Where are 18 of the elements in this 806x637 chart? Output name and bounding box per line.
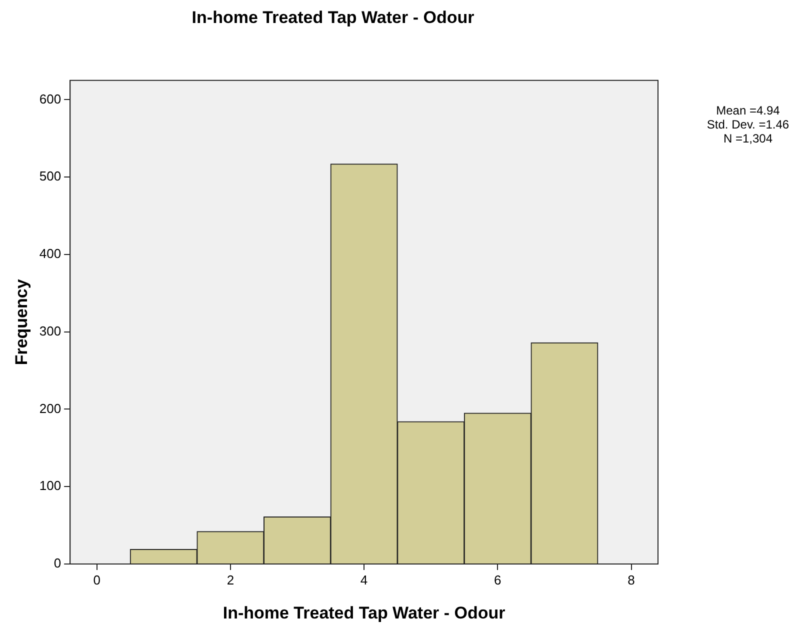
- y-tick-label: 0: [54, 556, 62, 571]
- y-tick-label: 500: [39, 168, 62, 184]
- x-tick-label: 4: [360, 572, 368, 588]
- text: Mean =4.94: [716, 104, 780, 118]
- chart-title: In-home Treated Tap Water - Odour: [192, 8, 475, 27]
- x-tick-label: 0: [93, 572, 100, 588]
- text: N =1,304: [723, 132, 773, 146]
- y-tick-label: 400: [39, 246, 62, 262]
- y-tick-label: 600: [39, 91, 62, 106]
- x-tick-label: 2: [226, 572, 234, 588]
- y-tick-label: 200: [39, 400, 62, 416]
- text: Std. Dev. =1.46: [706, 118, 790, 132]
- y-tick-label: 300: [39, 323, 62, 338]
- x-axis-title: In-home Treated Tap Water - Odour: [222, 603, 506, 622]
- y-axis-title: Frequency: [12, 278, 31, 366]
- x-tick-label: 6: [494, 572, 502, 588]
- x-tick-label: 8: [628, 572, 635, 588]
- y-tick-label: 100: [39, 478, 62, 494]
